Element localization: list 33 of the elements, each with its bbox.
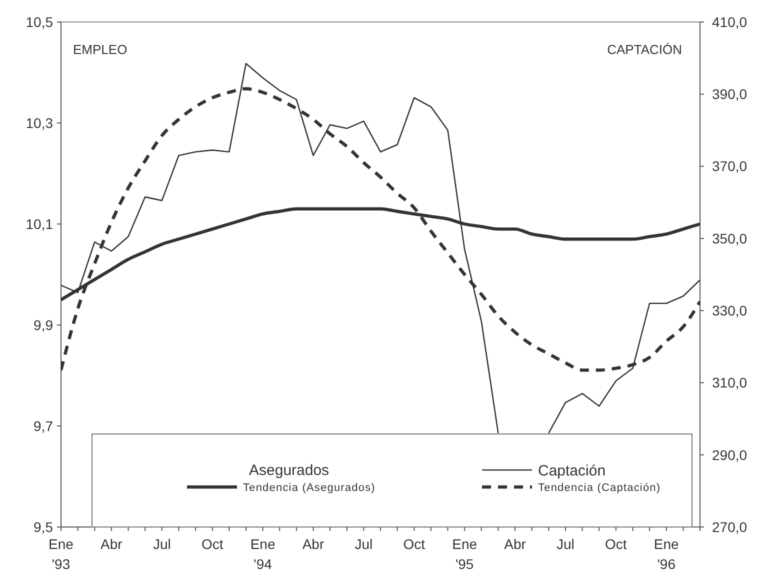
x-tick-label: Abr: [504, 536, 526, 552]
x-tick-label: Oct: [605, 536, 627, 552]
legend-label: Tendencia (Asegurados): [243, 482, 376, 494]
y-tick-label: 10,5: [26, 14, 54, 30]
y-axis-title: EMPLEO: [73, 42, 128, 57]
x-tick-label: Abr: [100, 536, 123, 552]
x-tick-label: Jul: [354, 536, 373, 552]
legend-label: Captación: [538, 462, 606, 480]
y2-tick-label: 310,0: [712, 374, 748, 391]
y2-tick-label: 290,0: [712, 446, 748, 463]
y2-axis-title: CAPTACIÓN: [607, 42, 682, 57]
y2-tick-label: 350,0: [712, 230, 748, 246]
x-tick-label: Oct: [201, 536, 224, 552]
y2-tick-label: 390,0: [712, 86, 748, 102]
x-tick-label: Ene '93: [48, 536, 74, 572]
y2-tick-label: 270,0: [712, 518, 748, 535]
x-tick-label: Abr: [302, 536, 324, 552]
x-tick-label: Ene '94: [250, 536, 276, 572]
x-tick-label: Jul: [556, 536, 574, 552]
x-tick-label: Oct: [403, 536, 426, 552]
x-tick-label: Ene '96: [654, 536, 680, 572]
y2-tick-label: 330,0: [712, 302, 748, 318]
y-tick-label: 9,7: [34, 418, 54, 434]
y2-tick-label: 410,0: [712, 14, 748, 30]
y2-tick-label: 370,0: [712, 158, 748, 174]
y-tick-label: 9,5: [34, 518, 54, 535]
x-tick-label: Jul: [152, 536, 171, 552]
y-tick-label: 10,1: [26, 216, 54, 232]
x-tick-label: Ene '95: [452, 536, 478, 572]
y-tick-label: 10,3: [26, 114, 54, 131]
legend-label: Tendencia (Captación): [538, 482, 661, 494]
y-tick-label: 9,9: [34, 316, 54, 333]
annotation: Asegurados: [249, 462, 330, 479]
